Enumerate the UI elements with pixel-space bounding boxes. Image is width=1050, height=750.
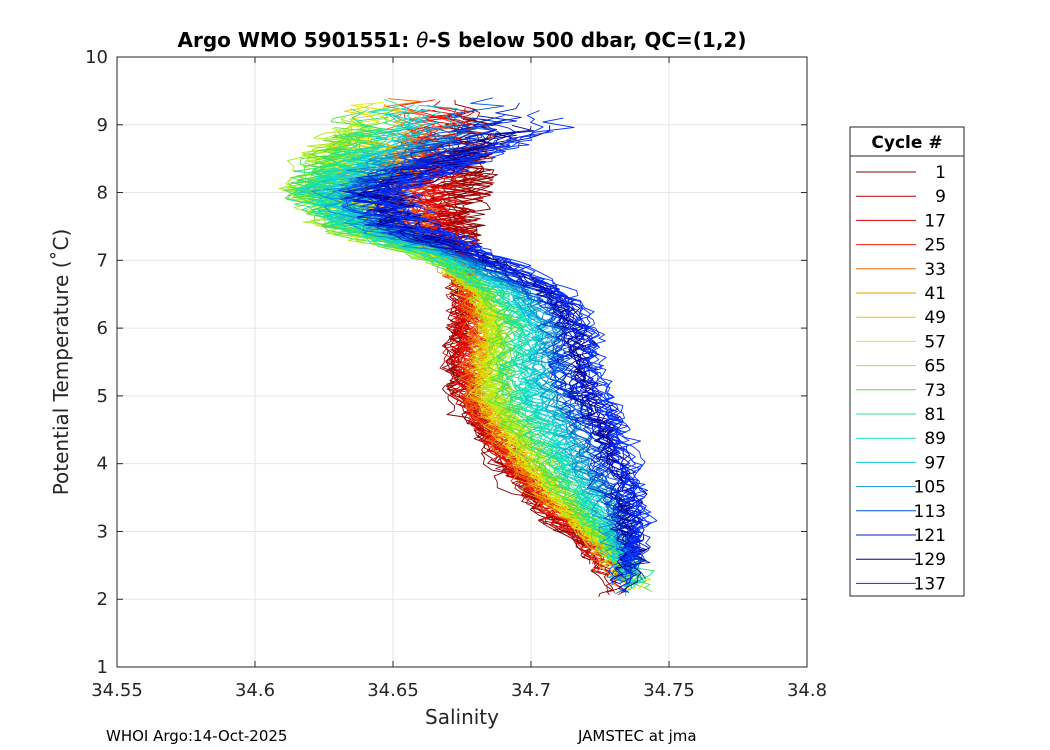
x-tick-label: 34.65 xyxy=(367,680,419,701)
x-tick-label: 34.55 xyxy=(91,680,143,701)
footer-left: WHOI Argo:14-Oct-2025 xyxy=(106,727,287,745)
y-axis-label: Potential Temperature (˚C) xyxy=(49,229,73,496)
legend-label: 129 xyxy=(914,550,946,570)
legend-label: 17 xyxy=(924,211,946,231)
profile-line xyxy=(373,132,648,594)
legend-label: 57 xyxy=(924,332,946,352)
legend: Cycle # 1 9 17 25 33 41 49 57 65 73 81 89 97 105 113 12… xyxy=(849,126,965,597)
legend-label: 73 xyxy=(924,381,946,401)
footer-right: JAMSTEC at jma xyxy=(577,727,697,745)
legend-label: 137 xyxy=(914,574,946,594)
y-tick-label: 1 xyxy=(97,657,108,678)
legend-label: 89 xyxy=(924,429,946,449)
legend-label: 33 xyxy=(924,260,946,280)
legend-label: 105 xyxy=(914,478,946,498)
legend-title: Cycle # xyxy=(871,133,942,153)
legend-label: 49 xyxy=(924,308,946,328)
y-tick-label: 10 xyxy=(85,47,108,68)
y-tick-label: 9 xyxy=(97,115,108,136)
chart-title: Argo WMO 5901551: θ-S below 500 dbar, QC… xyxy=(178,28,747,52)
profile-line xyxy=(387,117,651,572)
y-tick-label: 7 xyxy=(97,250,108,271)
x-tick-label: 34.7 xyxy=(511,680,551,701)
legend-label: 121 xyxy=(914,526,946,546)
profile-line xyxy=(393,142,650,584)
profile-line xyxy=(294,104,633,569)
profile-line xyxy=(379,134,652,565)
y-tick-label: 8 xyxy=(97,183,108,204)
profile-line xyxy=(284,108,646,571)
legend-label: 9 xyxy=(935,187,946,207)
x-tick-label: 34.6 xyxy=(235,680,275,701)
legend-box xyxy=(849,126,965,597)
axis-ticks: 34.55 34.6 34.65 34.7 34.75 34.8 1 2 3 4 5 6 7 8 9 10 xyxy=(85,47,827,701)
profile-line xyxy=(376,110,644,581)
legend-label: 25 xyxy=(924,236,946,256)
x-tick-label: 34.75 xyxy=(643,680,695,701)
y-tick-label: 5 xyxy=(97,386,108,407)
legend-label: 1 xyxy=(935,163,946,183)
legend-label: 65 xyxy=(924,357,946,377)
profile-lines xyxy=(278,97,658,597)
x-axis-label: Salinity xyxy=(425,705,499,729)
y-tick-label: 2 xyxy=(97,589,108,610)
legend-label: 41 xyxy=(924,284,946,304)
y-tick-label: 6 xyxy=(97,318,108,339)
x-tick-label: 34.8 xyxy=(787,680,827,701)
plot-frame xyxy=(116,56,808,668)
y-tick-label: 4 xyxy=(97,454,108,475)
y-tick-label: 3 xyxy=(97,521,108,542)
legend-label: 81 xyxy=(924,405,946,425)
legend-label: 113 xyxy=(914,502,946,522)
profile-line xyxy=(362,137,652,571)
legend-label: 97 xyxy=(924,453,946,473)
